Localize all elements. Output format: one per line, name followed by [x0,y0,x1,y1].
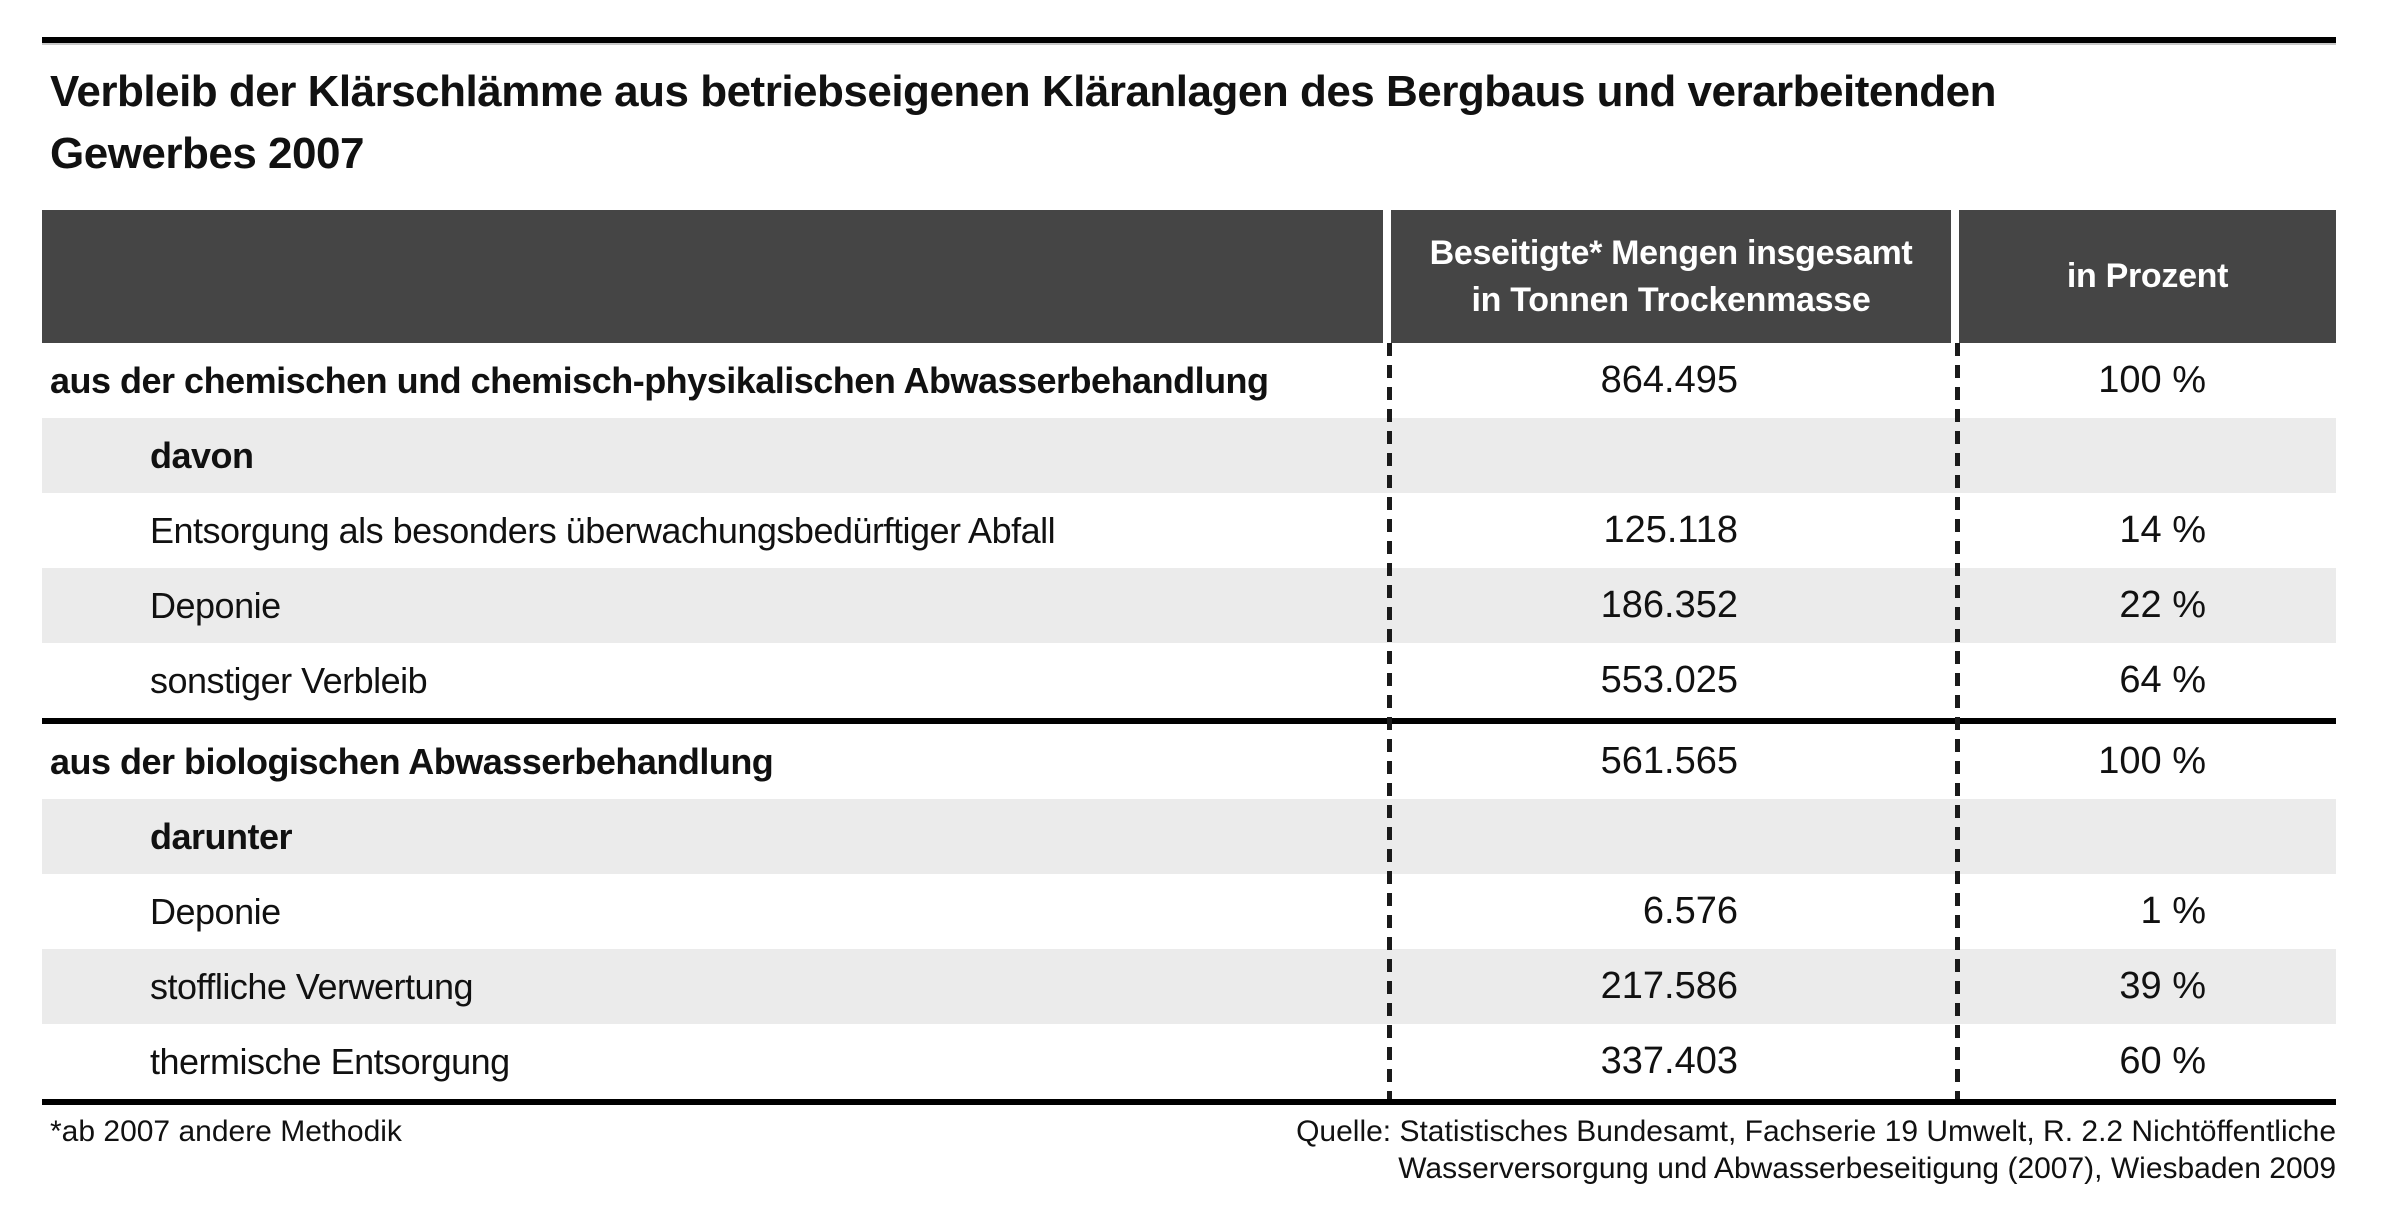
page-title-line-1: Verbleib der Klärschlämme aus betriebsei… [50,67,1996,116]
table-header: Beseitigte* Mengen insgesamt in Tonnen T… [42,210,2336,343]
amount-cell: 125.118 [1603,509,1738,551]
table-row-sonstiger-verbleib: sonstiger Verbleib 553.025 64 % [42,643,2336,718]
table-row-davon: davon [42,418,2336,493]
table-row-thermische-entsorgung: thermische Entsorgung 337.403 60 % [42,1024,2336,1099]
percent-cell: 39 % [2119,965,2206,1007]
percent-cell: 60 % [2119,1040,2206,1082]
page-title-line-2: Gewerbes 2007 [50,129,364,178]
row-label: thermische Entsorgung [150,1040,510,1082]
amount-cell: 337.403 [1600,1040,1738,1082]
row-label: Deponie [150,584,281,626]
percent-cell: 64 % [2119,659,2206,701]
header-amount-line-1: Beseitigte* Mengen insgesamt [1429,233,1913,272]
row-label: stoffliche Verwertung [150,965,474,1007]
bottom-rule [42,1099,2336,1105]
source-line-1: Quelle: Statistisches Bundesamt, Fachser… [1296,1115,2336,1148]
amount-cell: 6.576 [1642,890,1738,932]
header-amount-line-2: in Tonnen Trockenmasse [1471,280,1871,319]
amount-cell: 186.352 [1600,584,1738,626]
row-label: sonstiger Verbleib [150,659,428,701]
page-title: Verbleib der Klärschlämme aus betriebsei… [50,61,2336,185]
row-label: Entsorgung als besonders überwachungsbed… [150,509,1056,551]
footnote: *ab 2007 andere Methodik [50,1115,402,1148]
row-label: Deponie [150,890,281,932]
table-row-deponie-biologisch: Deponie 6.576 1 % [42,874,2336,949]
table-footer: *ab 2007 andere Methodik Quelle: Statist… [42,1113,2336,1187]
table-row-deponie-chemisch: Deponie 186.352 22 % [42,568,2336,643]
page-content: Verbleib der Klärschlämme aus betriebsei… [42,0,2336,1187]
row-label: aus der biologischen Abwasserbehandlung [50,740,774,782]
amount-cell: 561.565 [1600,740,1738,782]
table-row-chemical-treatment-total: aus der chemischen und chemisch-physikal… [42,343,2336,418]
table-row-biological-treatment-total: aus der biologischen Abwasserbehandlung … [42,724,2336,799]
dashed-column-divider-right [1955,343,1960,1099]
percent-cell: 1 % [2140,890,2206,932]
percent-cell: 100 % [2098,740,2206,782]
header-cell-label [42,210,1383,343]
header-cell-percent: in Prozent [1959,210,2336,343]
source-citation: Quelle: Statistisches Bundesamt, Fachser… [1296,1113,2336,1187]
table-row-entsorgung-abfall: Entsorgung als besonders überwachungsbed… [42,493,2336,568]
header-percent-text: in Prozent [2066,257,2229,295]
row-label: aus der chemischen und chemisch-physikal… [50,359,1269,401]
source-line-2: Wasserversorgung und Abwasserbeseitigung… [1398,1152,2336,1185]
amount-cell: 217.586 [1600,965,1738,1007]
table-row-stoffliche-verwertung: stoffliche Verwertung 217.586 39 % [42,949,2336,1024]
row-label: darunter [150,815,293,857]
amount-cell: 864.495 [1600,359,1738,401]
percent-cell: 22 % [2119,584,2206,626]
amount-cell: 553.025 [1600,659,1738,701]
table-body: aus der chemischen und chemisch-physikal… [42,343,2336,1099]
percent-cell: 100 % [2098,359,2206,401]
percent-cell: 14 % [2119,509,2206,551]
dashed-column-divider-left [1387,343,1392,1099]
table-row-darunter: darunter [42,799,2336,874]
row-label: davon [150,434,254,476]
section-divider-rule [42,718,2336,724]
top-rule [42,37,2336,43]
header-cell-amount: Beseitigte* Mengen insgesamt in Tonnen T… [1391,210,1951,343]
